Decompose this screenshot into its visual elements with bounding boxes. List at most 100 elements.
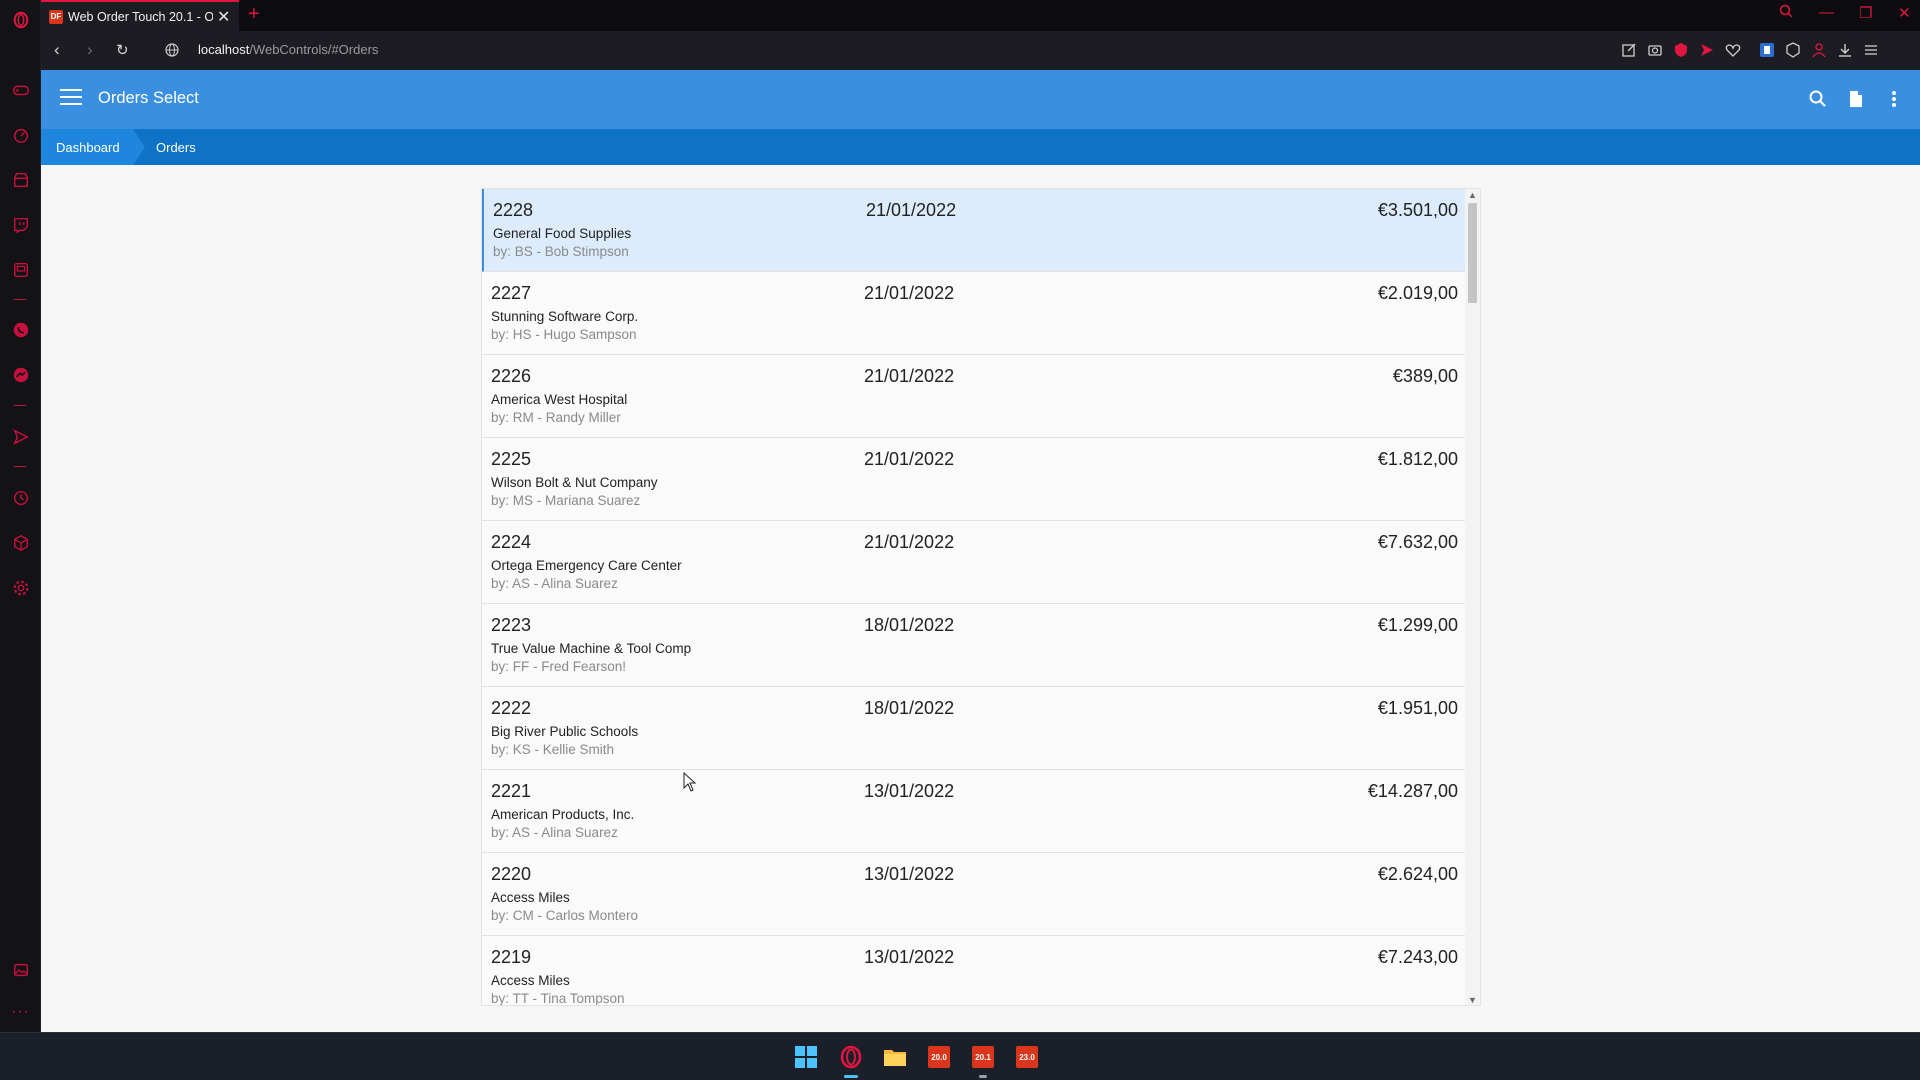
messenger-icon[interactable] [0,360,41,390]
minimize-icon[interactable]: — [1819,4,1834,21]
gamepad-icon[interactable] [0,75,41,105]
back-icon[interactable]: ‹ [54,40,60,59]
profile-icon[interactable] [1811,42,1827,58]
whatsapp-icon[interactable] [0,315,41,345]
orders-list-rows: 2228 General Food Supplies by: BS - Bob St… [482,189,1467,1005]
order-salesperson: by: RM - Randy Miller [491,410,621,425]
app-23-0-icon[interactable]: 23.0 [1012,1042,1042,1072]
order-amount: €1.812,00 [1377,449,1458,469]
file-explorer-icon[interactable] [880,1042,910,1072]
package-icon[interactable] [1785,42,1801,58]
order-date: 13/01/2022 [864,864,955,884]
order-date: 21/01/2022 [864,449,955,469]
camera-icon[interactable] [1647,42,1663,58]
order-row[interactable]: 2225 Wilson Bolt & Nut Company by: MS - Ma… [482,438,1467,521]
address-bar: ‹ › ↻ localhost/WebControls/#Orders [41,31,1920,70]
order-number: 2222 [491,698,532,718]
app-window: Orders Select Dashboard Orders 2228 Gener… [41,70,1920,1032]
flow-icon[interactable] [1699,42,1715,58]
order-date: 21/01/2022 [866,200,957,220]
history-icon[interactable] [0,483,41,513]
more-icon[interactable]: ··· [11,1003,30,1020]
order-amount: €14.287,00 [1367,781,1458,801]
browser-tab[interactable]: DF Web Order Touch 20.1 - Or ✕ [41,0,239,31]
app-20-1-icon[interactable]: 20.1 [968,1042,998,1072]
order-customer: Access Miles [491,890,570,905]
order-row[interactable]: 2227 Stunning Software Corp. by: HS - Hugo… [482,272,1467,355]
breadcrumb-arrow [133,129,145,165]
order-amount: €389,00 [1392,366,1458,386]
order-row[interactable]: 2219 Access Miles by: TT - Tina Tompson 13/… [482,936,1467,1005]
new-tab-icon[interactable]: + [248,3,260,25]
order-row[interactable]: 2222 Big River Public Schools by: KS - Kel… [482,687,1467,770]
order-date: 13/01/2022 [864,781,955,801]
order-row[interactable]: 2228 General Food Supplies by: BS - Bob St… [482,189,1467,272]
more-options-icon[interactable] [1883,88,1905,110]
order-date: 13/01/2022 [864,947,955,967]
tab-bar: DF Web Order Touch 20.1 - Or ✕ + — ❐ ✕ [41,0,1920,31]
edit-icon[interactable] [1621,42,1637,58]
app-20-0-icon[interactable]: 20.0 [924,1042,954,1072]
url-path: /WebControls/#Orders [249,42,379,57]
order-row[interactable]: 2221 American Products, Inc. by: AS - Alin… [482,770,1467,853]
page-title: Orders Select [98,89,199,107]
url-field[interactable]: localhost/WebControls/#Orders [198,42,378,57]
news-icon[interactable] [0,255,41,285]
mouse-cursor-icon [683,772,697,792]
search-tabs-icon[interactable] [1779,4,1793,22]
order-salesperson: by: CM - Carlos Montero [491,908,639,923]
order-row[interactable]: 2220 Access Miles by: CM - Carlos Montero 1… [482,853,1467,936]
order-date: 21/01/2022 [864,366,955,386]
gallery-icon[interactable] [0,955,41,985]
order-number: 2219 [491,947,532,967]
easy-setup-icon[interactable] [1863,42,1879,58]
order-number: 2225 [491,449,532,469]
restore-icon[interactable]: ❐ [1859,5,1873,22]
extension-icon[interactable] [1759,42,1775,58]
site-info-icon[interactable] [165,42,179,62]
close-window-icon[interactable]: ✕ [1898,5,1911,22]
opera-icon[interactable] [836,1042,866,1072]
settings-icon[interactable] [0,573,41,603]
order-row[interactable]: 2226 America West Hospital by: RM - Randy … [482,355,1467,438]
order-number: 2224 [491,532,532,552]
reload-icon[interactable]: ↻ [116,42,129,59]
breadcrumb-orders[interactable]: Orders [156,139,196,155]
order-row[interactable]: 2223 True Value Machine & Tool Comp by: FF… [482,604,1467,687]
scroll-down-icon[interactable]: ▼ [1468,995,1477,1005]
order-salesperson: by: AS - Alina Suarez [491,825,618,840]
speed-dial-icon[interactable] [0,120,41,150]
new-document-icon[interactable] [1845,88,1867,110]
scroll-up-icon[interactable]: ▲ [1468,190,1477,200]
menu-icon[interactable] [60,89,82,109]
url-host: localhost [198,42,250,57]
forward-icon[interactable]: › [87,40,93,59]
windows-start-icon[interactable] [791,1042,821,1072]
twitch-icon[interactable] [0,210,41,240]
tab-close-icon[interactable]: ✕ [217,8,231,26]
adblock-icon[interactable] [1673,42,1689,58]
store-icon[interactable] [0,165,41,195]
scroll-thumb[interactable] [1468,203,1477,303]
search-icon[interactable] [1807,88,1829,110]
order-date: 21/01/2022 [864,532,955,552]
breadcrumb-dashboard[interactable]: Dashboard [41,129,133,165]
order-date: 21/01/2022 [864,283,955,303]
cube-icon[interactable] [0,528,41,558]
order-amount: €2.624,00 [1377,864,1458,884]
taskbar: 20.0 20.1 23.0 [0,1032,1920,1080]
order-row[interactable]: 2224 Ortega Emergency Care Center by: AS -… [482,521,1467,604]
send-icon[interactable] [0,422,41,452]
scrollbar[interactable]: ▲ ▼ [1465,189,1480,1005]
order-number: 2226 [491,366,532,386]
order-amount: €7.243,00 [1377,947,1458,967]
order-amount: €7.632,00 [1377,532,1458,552]
tab-favicon-icon: DF [49,9,63,24]
download-icon[interactable] [1837,42,1853,58]
order-number: 2227 [491,283,532,303]
app-header: Orders Select [41,70,1920,129]
opera-logo-icon[interactable] [0,5,41,35]
app-20-1-badge: 20.1 [972,1046,994,1068]
order-salesperson: by: BS - Bob Stimpson [493,244,629,259]
heart-icon[interactable] [1725,42,1741,58]
